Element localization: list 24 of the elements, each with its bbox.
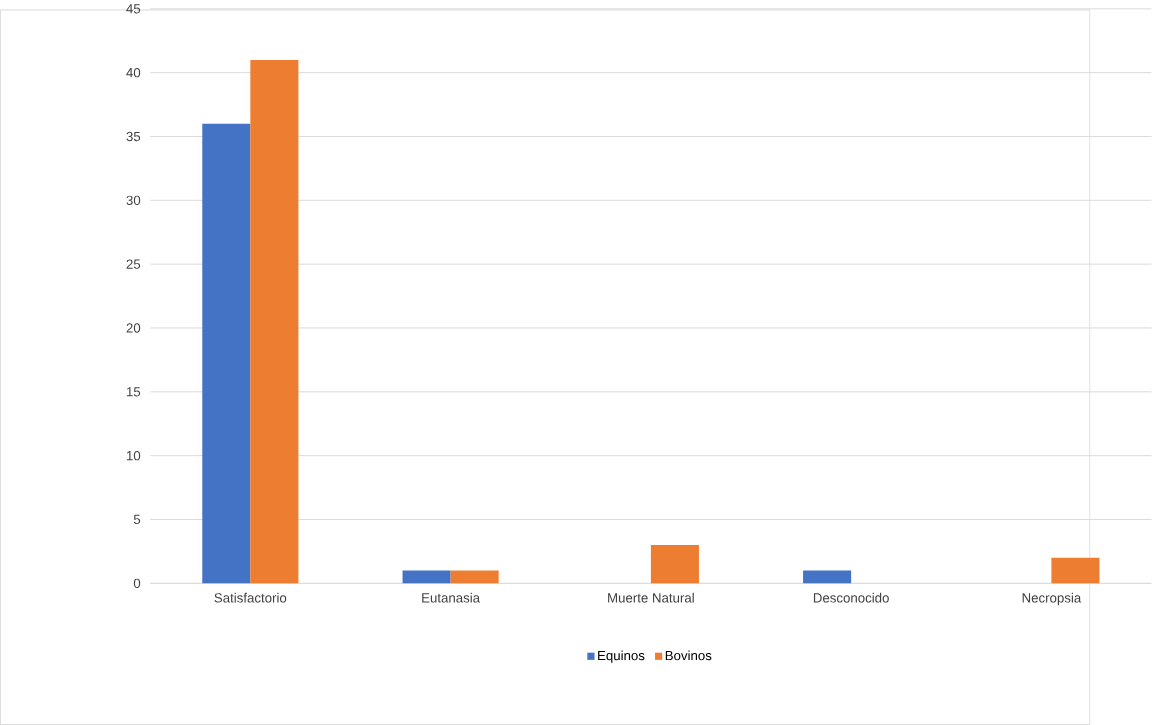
x-tick-label: Muerte Natural — [608, 592, 694, 603]
y-tick-label: 5 — [133, 514, 141, 525]
bar — [250, 59, 299, 584]
y-tick-label: 40 — [126, 67, 141, 78]
y-tick-label: 15 — [126, 387, 141, 397]
y-tick-label: 30 — [126, 195, 141, 206]
x-tick-label: Eutanasia — [422, 592, 481, 603]
legend-label: Bovinos — [665, 650, 712, 661]
y-tick-label: 0 — [133, 578, 141, 589]
bar — [803, 570, 852, 584]
y-tick-label: 20 — [126, 323, 141, 333]
bar — [1051, 557, 1100, 584]
bar — [402, 570, 451, 584]
y-tick-label: 25 — [126, 259, 141, 269]
x-tick-label: Necropsia — [1022, 592, 1082, 606]
legend-label: Equinos — [598, 650, 645, 663]
bar — [650, 545, 699, 584]
bar — [202, 123, 251, 584]
y-tick-label: 35 — [126, 131, 141, 142]
bar — [450, 570, 499, 584]
x-tick-label: Desconocido — [813, 592, 889, 603]
x-tick-label: Satisfactorio — [214, 592, 287, 603]
y-tick-label: 45 — [126, 4, 141, 14]
y-tick-label: 10 — [126, 450, 141, 461]
